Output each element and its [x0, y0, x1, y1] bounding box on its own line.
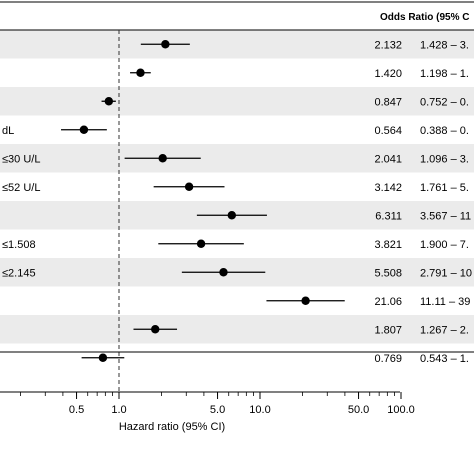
row-label: ≤30 U/L: [2, 153, 40, 165]
point-estimate: [79, 125, 89, 134]
tick-label: 5.0: [210, 404, 225, 416]
row-shade: [0, 30, 474, 59]
ci-value: 1.428 – 3.: [420, 39, 469, 51]
point-estimate: [158, 154, 167, 163]
ci-value: 0.752 – 0.: [420, 96, 469, 108]
point-estimate: [151, 325, 160, 334]
tick-label: 50.0: [348, 404, 369, 416]
or-value: 6.311: [375, 210, 402, 222]
or-value: 1.807: [374, 324, 402, 336]
point-estimate: [136, 68, 145, 77]
ci-value: 1.096 – 3.: [420, 153, 469, 165]
tick-label: 0.5: [69, 404, 84, 416]
x-axis-label: Hazard ratio (95% CI): [119, 421, 225, 433]
or-value: 21.06: [374, 296, 402, 308]
row-label: dL: [2, 125, 14, 137]
row-shade: [0, 87, 474, 116]
or-column-header: Odds Ratio (95% C: [380, 12, 469, 23]
point-estimate: [219, 268, 228, 277]
row-label: ≤52 U/L: [2, 182, 40, 194]
point-estimate: [98, 353, 108, 362]
or-value: 0.847: [374, 96, 402, 108]
or-value: 2.041: [374, 153, 402, 165]
point-estimate: [301, 296, 310, 305]
rows-group: 2.132 1.428 – 3. 1.420 1.198 – 1. 0.847 0.752…: [2, 39, 472, 365]
point-estimate: [104, 97, 114, 106]
ci-value: 1.198 – 1.: [420, 68, 469, 80]
ci-value: 0.388 – 0.: [420, 125, 469, 137]
row-label: ≤1.508: [2, 239, 36, 251]
row-shading-group: [0, 30, 474, 344]
tick-label: 1.0: [111, 404, 126, 416]
or-value: 5.508: [374, 267, 402, 279]
or-value: 3.821: [374, 239, 402, 251]
tick-label: 10.0: [249, 404, 270, 416]
row-shade: [0, 144, 474, 173]
ci-value: 3.567 – 11: [420, 210, 471, 222]
or-value: 1.420: [374, 68, 402, 80]
ci-value: 1.900 – 7.: [420, 239, 469, 251]
or-value: 2.132: [374, 39, 402, 51]
ci-value: 0.543 – 1.: [420, 353, 469, 365]
or-value: 0.769: [374, 353, 402, 365]
ci-value: 1.267 – 2.: [420, 324, 469, 336]
or-value: 3.142: [374, 182, 402, 194]
or-value: 0.564: [374, 125, 402, 137]
point-estimate: [161, 40, 170, 49]
ci-value: 11.11 – 39: [420, 296, 470, 308]
tick-label: 100.0: [387, 404, 415, 416]
ci-value: 2.791 – 10: [420, 267, 472, 279]
ci-value: 1.761 – 5.: [420, 182, 469, 194]
point-estimate: [196, 239, 206, 248]
x-axis-ticks: 0.5 1.0 5.0 10.0 50.0 100.0: [20, 392, 415, 416]
row-label: ≤2.145: [2, 267, 36, 279]
point-estimate: [227, 211, 237, 220]
point-estimate: [184, 182, 194, 191]
row-shade: [0, 315, 474, 344]
